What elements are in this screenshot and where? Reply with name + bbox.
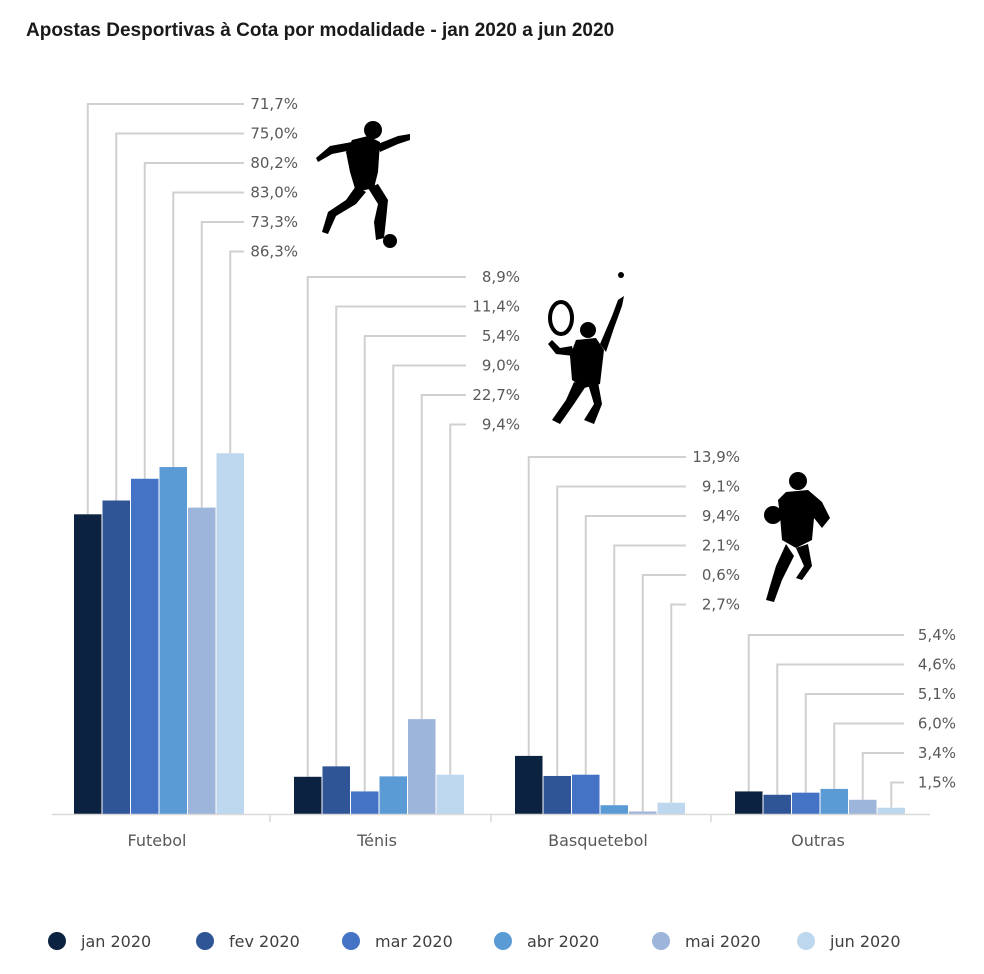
chart-title: Apostas Desportivas à Cota por modalidad… <box>26 20 615 41</box>
leader-lines <box>86 103 904 812</box>
football-player-icon <box>316 121 410 248</box>
leader-line <box>613 544 686 806</box>
legend-label: abr 2020 <box>527 932 599 951</box>
bar-futebol-3 <box>131 478 159 814</box>
data-label: 4,6% <box>918 656 956 674</box>
bar-futebol-4 <box>159 467 187 814</box>
bar-basquetebol-2 <box>543 775 571 814</box>
bar-basquetebol-5 <box>629 811 657 814</box>
leader-line <box>200 221 244 508</box>
bar-futebol-5 <box>188 507 216 814</box>
bar-ténis-1 <box>294 776 322 814</box>
leader-line <box>833 722 904 789</box>
bar-outras-5 <box>849 799 877 814</box>
data-label: 73,3% <box>250 213 298 231</box>
data-label: 86,3% <box>250 243 298 261</box>
legend-marker <box>48 932 66 950</box>
data-label: 83,0% <box>250 184 298 202</box>
bar-basquetebol-1 <box>515 755 543 814</box>
legend-marker <box>652 932 670 950</box>
category-label: Futebol <box>128 831 187 850</box>
leader-line <box>143 162 244 479</box>
x-axis <box>52 813 930 822</box>
bar-ténis-2 <box>322 766 350 814</box>
data-labels: 71,7% 75,0% 80,2% 83,0% 73,3% 86,3% 8,9% 11,4% 5… <box>250 95 956 792</box>
data-label: 9,0% <box>482 357 520 375</box>
data-label: 2,7% <box>702 596 740 614</box>
leader-line <box>584 515 686 775</box>
bar-ténis-3 <box>351 791 379 814</box>
leader-line <box>449 423 466 775</box>
leader-line <box>115 132 244 501</box>
legend-marker <box>196 932 214 950</box>
data-label: 5,4% <box>482 327 520 345</box>
bar-basquetebol-3 <box>572 774 600 814</box>
bar-basquetebol-6 <box>657 802 685 814</box>
bar-ténis-6 <box>436 774 464 814</box>
bar-ténis-5 <box>408 719 436 814</box>
bar-outras-3 <box>792 792 820 814</box>
leader-line <box>747 634 904 792</box>
leader-line <box>363 335 466 792</box>
category-label: Basquetebol <box>548 831 648 850</box>
bar-outras-6 <box>877 807 905 814</box>
data-label: 75,0% <box>250 125 298 143</box>
data-label: 71,7% <box>250 95 298 113</box>
category-label: Outras <box>791 831 845 850</box>
leader-line <box>776 663 904 795</box>
bar-outras-1 <box>735 791 763 814</box>
data-label: 22,7% <box>472 386 520 404</box>
data-label: 1,5% <box>918 774 956 792</box>
legend-marker <box>797 932 815 950</box>
bar-outras-2 <box>763 794 791 814</box>
leader-line <box>890 781 904 808</box>
legend-marker <box>494 932 512 950</box>
data-label: 8,9% <box>482 268 520 286</box>
data-label: 9,1% <box>702 478 740 496</box>
bars <box>74 453 905 814</box>
bar-futebol-6 <box>216 453 244 814</box>
legend-label: fev 2020 <box>229 932 300 951</box>
legend-label: jun 2020 <box>829 932 901 951</box>
tennis-player-icon <box>548 272 624 424</box>
category-labels: Futebol Ténis Basquetebol Outras <box>128 831 845 850</box>
bar-basquetebol-4 <box>600 805 628 814</box>
legend-marker <box>342 932 360 950</box>
leader-line <box>420 394 466 720</box>
bar-futebol-1 <box>74 514 102 814</box>
bar-ténis-4 <box>379 776 407 814</box>
data-label: 5,1% <box>918 685 956 703</box>
data-label: 6,0% <box>918 715 956 733</box>
category-label: Ténis <box>356 831 397 850</box>
data-label: 13,9% <box>692 448 740 466</box>
data-label: 9,4% <box>482 416 520 434</box>
legend-label: jan 2020 <box>80 932 151 951</box>
legend-label: mai 2020 <box>685 932 761 951</box>
leader-line <box>527 456 686 756</box>
leader-line <box>86 103 244 515</box>
bar-futebol-2 <box>102 500 130 814</box>
data-label: 2,1% <box>702 537 740 555</box>
data-label: 80,2% <box>250 154 298 172</box>
data-label: 9,4% <box>702 507 740 525</box>
legend: jan 2020 fev 2020 mar 2020 abr 2020 mai 2020… <box>48 932 901 951</box>
leader-line <box>670 603 686 803</box>
leader-line <box>556 485 686 776</box>
leader-line <box>392 364 466 777</box>
basketball-player-icon <box>764 472 830 602</box>
data-label: 0,6% <box>702 566 740 584</box>
data-label: 3,4% <box>918 744 956 762</box>
legend-label: mar 2020 <box>375 932 453 951</box>
data-label: 5,4% <box>918 626 956 644</box>
leader-line <box>172 191 244 468</box>
leader-line <box>335 305 466 767</box>
leader-line <box>306 276 466 777</box>
leader-line <box>641 574 686 812</box>
leader-line <box>229 250 244 454</box>
data-label: 11,4% <box>472 298 520 316</box>
bar-outras-4 <box>820 788 848 814</box>
leader-line <box>804 693 904 793</box>
leader-line <box>861 752 904 800</box>
